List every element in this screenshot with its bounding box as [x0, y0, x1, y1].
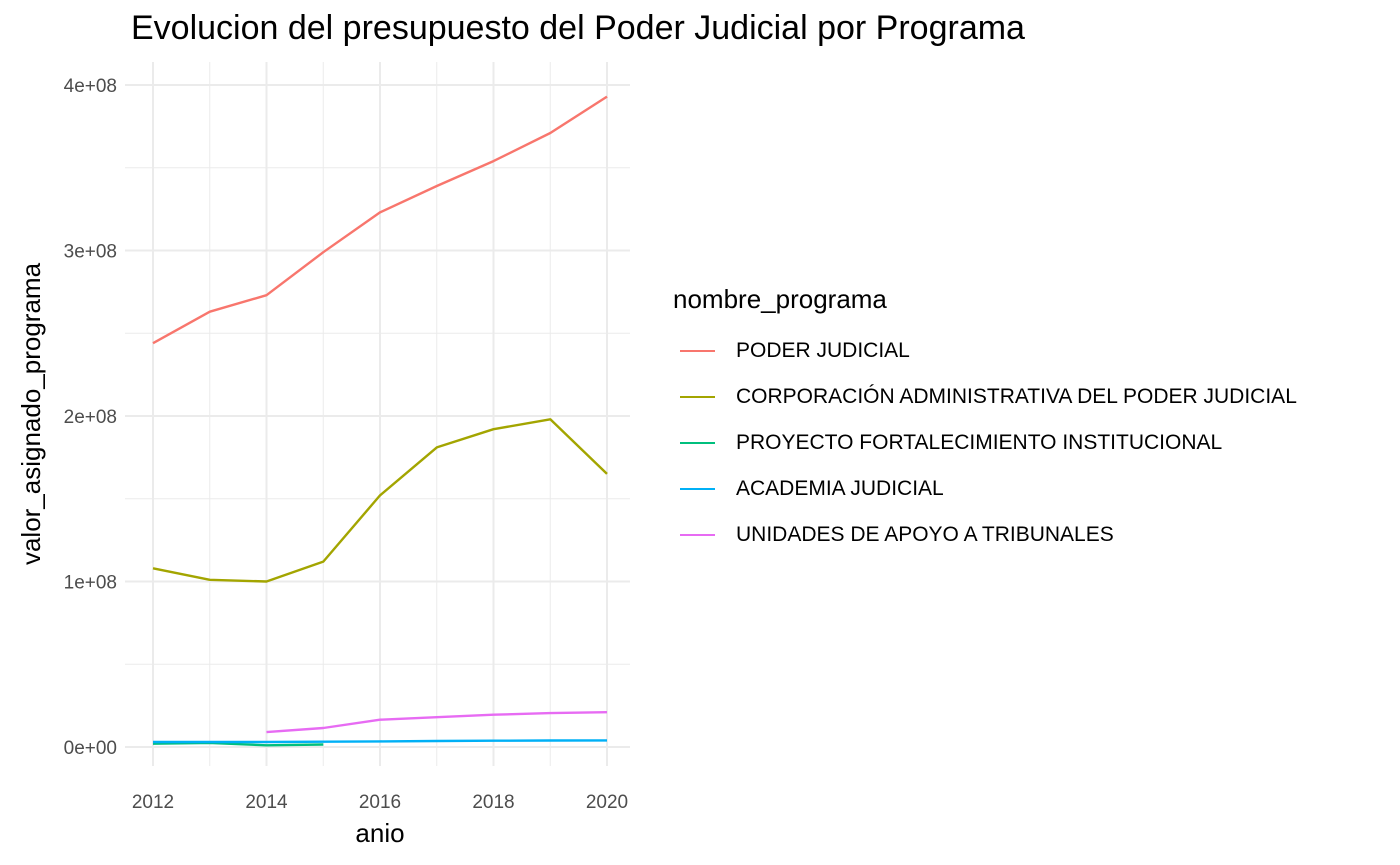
series-line-2	[152, 418, 608, 583]
legend-label: CORPORACIÓN ADMINISTRATIVA DEL PODER JUD…	[736, 385, 1297, 408]
legend-label: ACADEMIA JUDICIAL	[736, 477, 944, 500]
series-line-3	[152, 741, 324, 747]
legend-label: PROYECTO FORTALECIMIENTO INSTITUCIONAL	[736, 431, 1223, 454]
y-tick-label: 1e+08	[64, 573, 117, 594]
legend-title: nombre_programa	[673, 284, 887, 314]
y-tick-label: 4e+08	[64, 76, 117, 97]
legend-key	[680, 350, 715, 353]
x-tick-label: 2016	[359, 792, 401, 813]
legend-label: UNIDADES DE APOYO A TRIBUNALES	[736, 523, 1114, 546]
legend-label: PODER JUDICIAL	[736, 339, 910, 362]
y-tick-label: 2e+08	[64, 407, 117, 428]
y-tick-label: 3e+08	[64, 242, 117, 263]
x-axis-title: anio	[355, 818, 404, 848]
x-tick-label: 2020	[586, 792, 628, 813]
series-line-1	[152, 95, 608, 345]
series-line-5	[266, 711, 608, 734]
series-line-4	[153, 739, 608, 744]
y-tick-label: 0e+00	[64, 738, 117, 759]
legend-key	[680, 488, 715, 491]
chart-title: Evolucion del presupuesto del Poder Judi…	[131, 9, 1025, 47]
x-tick-label: 2014	[245, 792, 288, 813]
legend-key	[680, 534, 715, 537]
y-axis-title: valor_asignado_programa	[16, 262, 46, 565]
x-tick-label: 2012	[132, 792, 174, 813]
x-tick-label: 2018	[472, 792, 514, 813]
legend-key	[680, 442, 715, 445]
legend-key	[680, 396, 715, 399]
